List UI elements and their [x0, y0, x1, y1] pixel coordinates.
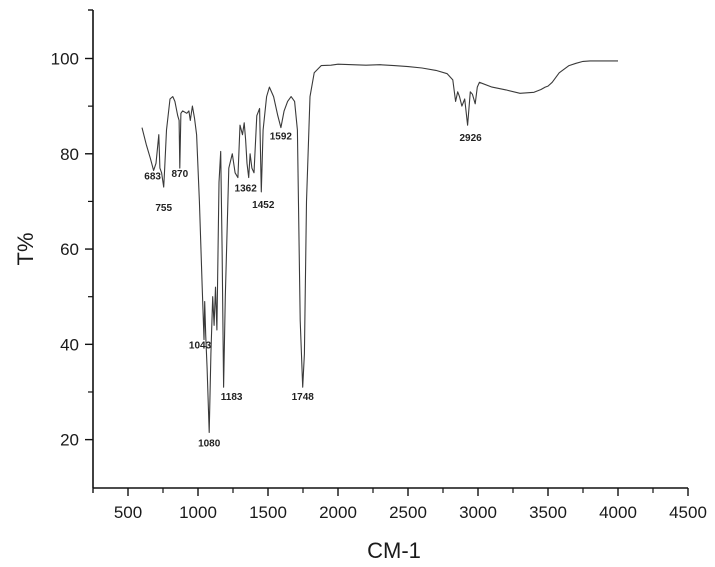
peak-label-755: 755: [155, 203, 172, 214]
y-tick-label: 60: [60, 240, 79, 259]
peak-label-1452: 1452: [252, 200, 275, 211]
y-tick-label: 80: [60, 145, 79, 164]
peak-label-1362: 1362: [235, 184, 258, 195]
plot-area: [141, 60, 618, 434]
y-tick-label: 20: [60, 431, 79, 450]
x-tick-label: 3500: [529, 503, 567, 522]
peak-label-1748: 1748: [292, 392, 315, 403]
x-tick-label: 4500: [669, 503, 707, 522]
axes: 500 1000 1500 2000 2500 3000 3500 4000 4500 20 40 6…: [51, 9, 707, 522]
y-axis-title: T%: [13, 233, 38, 266]
x-tick-label: 1500: [249, 503, 287, 522]
x-tick-label: 2000: [319, 503, 357, 522]
y-tick-label: 40: [60, 335, 79, 354]
peak-label-870: 870: [171, 169, 188, 180]
y-tick-label: 100: [51, 50, 79, 69]
peak-label-683: 683: [144, 171, 161, 182]
x-tick-label: 3000: [459, 503, 497, 522]
peak-label-1080: 1080: [198, 438, 221, 449]
x-tick-label: 4000: [599, 503, 637, 522]
peak-label-1183: 1183: [221, 392, 243, 403]
spectrum-line: [141, 60, 618, 434]
peak-label-1592: 1592: [270, 132, 293, 143]
peak-label-1043: 1043: [189, 341, 212, 352]
peak-labels: 683 755 870 1043 1080 1183 1362 1452 1592 1748 292…: [144, 132, 482, 450]
peak-label-2926: 2926: [460, 133, 483, 144]
x-tick-label: 500: [114, 503, 142, 522]
x-tick-label: 2500: [389, 503, 427, 522]
x-axis-title: CM-1: [367, 538, 421, 563]
x-tick-label: 1000: [179, 503, 217, 522]
